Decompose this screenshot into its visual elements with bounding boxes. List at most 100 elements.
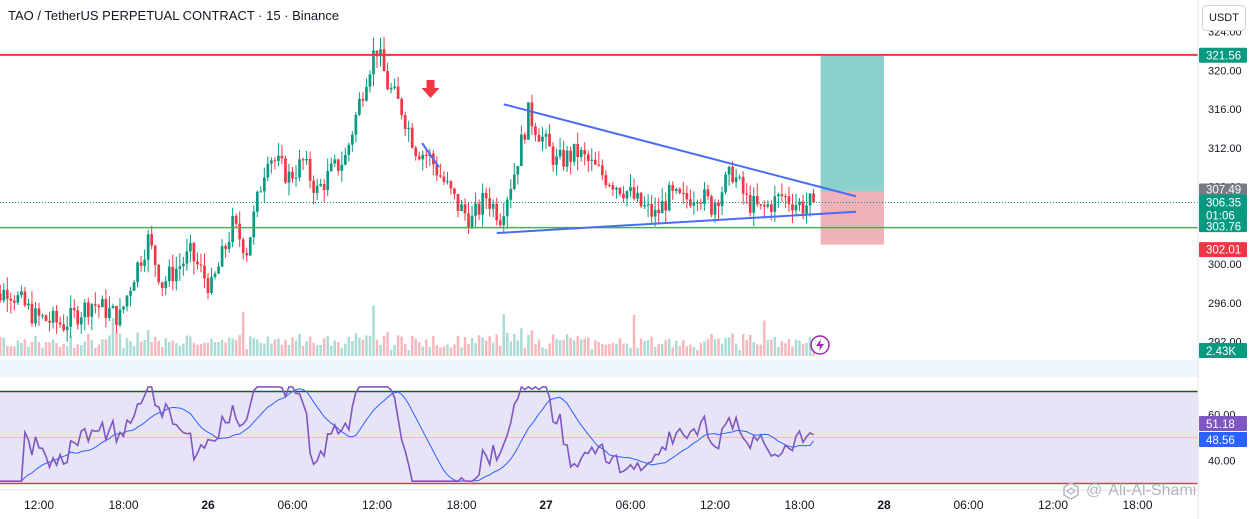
volume-bar	[301, 345, 305, 356]
volume-label: 2.43K	[1206, 346, 1236, 358]
volume-bar	[322, 338, 326, 356]
candle-body	[329, 163, 333, 172]
currency-button[interactable]: USDT	[1202, 5, 1246, 31]
volume-bar	[129, 341, 132, 356]
candle-body	[13, 300, 16, 303]
candle-body	[622, 194, 625, 199]
candle-body	[759, 204, 763, 206]
sketch-line[interactable]	[421, 142, 440, 168]
candle-body	[720, 192, 724, 207]
volume-bar	[773, 337, 777, 356]
candle-body	[618, 187, 622, 195]
volume-bar	[491, 342, 495, 356]
volume-bar	[720, 343, 724, 356]
volume-bar	[62, 344, 65, 356]
candle-body	[287, 171, 291, 183]
candle-body	[446, 181, 449, 183]
candle-body	[548, 133, 551, 147]
volume-bar	[139, 341, 143, 356]
candle-body	[375, 50, 379, 57]
candle-body	[710, 196, 713, 215]
price-tick-label: 316.00	[1208, 104, 1242, 116]
volume-bar	[748, 334, 752, 356]
candle-body	[5, 289, 9, 299]
candle-body	[55, 310, 58, 323]
candle-body	[336, 159, 340, 171]
candle-body	[643, 205, 646, 207]
candle-body	[703, 189, 706, 204]
volume-bar	[523, 347, 527, 356]
candle-body	[463, 204, 467, 214]
candle-body	[593, 159, 597, 165]
volume-bar	[291, 337, 294, 356]
candle-body	[766, 204, 770, 207]
candle-body	[312, 180, 315, 193]
candle-body	[414, 147, 418, 157]
candle-body	[333, 159, 337, 164]
volume-bar	[696, 350, 699, 356]
volume-bar	[756, 344, 759, 356]
candle-body	[801, 201, 805, 214]
triangle-upper-line[interactable]	[503, 103, 857, 198]
triangle-lower-line[interactable]	[496, 210, 856, 235]
volume-bar	[801, 344, 805, 356]
candle-body	[174, 268, 178, 282]
target-zone	[820, 55, 884, 192]
candle-body	[30, 303, 34, 324]
candle-body	[382, 49, 386, 72]
candle-body	[167, 266, 171, 282]
volume-bar	[502, 313, 505, 356]
candle-body	[523, 134, 527, 140]
candle-body	[315, 185, 319, 193]
volume-bar	[608, 344, 611, 356]
volume-bar	[597, 341, 601, 356]
volume-bar	[484, 340, 488, 356]
candle-body	[777, 194, 780, 197]
candle-body	[565, 150, 569, 167]
time-tick-label: 18:00	[784, 498, 814, 512]
candle-body	[90, 304, 94, 317]
volume-bar	[108, 335, 111, 356]
volume-bar	[69, 335, 72, 356]
volume-bar	[44, 342, 48, 356]
volume-bar	[263, 343, 266, 356]
candle-body	[238, 223, 242, 240]
candle-body	[569, 150, 572, 162]
candle-body	[713, 202, 717, 215]
watermark-logo-icon	[1063, 482, 1079, 500]
candle-body	[146, 234, 150, 260]
candle-body	[717, 202, 720, 207]
candle-body	[748, 194, 752, 213]
candle-body	[210, 276, 213, 293]
volume-bar	[703, 341, 706, 356]
candle-body	[245, 253, 249, 256]
candle-body	[255, 191, 259, 212]
candle-body	[132, 282, 136, 291]
volume-bar	[122, 347, 125, 356]
volume-bar	[104, 339, 108, 356]
candle-body	[93, 304, 97, 306]
volume-bar	[738, 350, 741, 356]
candle-body	[449, 181, 453, 189]
volume-bar	[770, 339, 773, 356]
volume-bar	[379, 345, 382, 356]
candle-body	[164, 281, 168, 288]
volume-bar	[224, 342, 227, 356]
volume-bar	[717, 338, 720, 356]
symbol-title: TAO / TetherUS PERPETUAL CONTRACT · 15 ·…	[8, 8, 340, 23]
candle-body	[160, 282, 164, 288]
volume-bar	[168, 342, 171, 356]
candle-body	[625, 191, 629, 199]
volume-bar	[256, 339, 259, 356]
volume-bar	[90, 340, 94, 356]
candle-body	[667, 185, 671, 211]
candle-body	[727, 166, 731, 175]
candle-body	[791, 204, 794, 211]
candle-body	[277, 155, 280, 161]
candle-body	[322, 184, 326, 191]
volume-bar	[643, 341, 646, 356]
volume-bar	[759, 344, 763, 356]
volume-bar	[752, 341, 755, 356]
